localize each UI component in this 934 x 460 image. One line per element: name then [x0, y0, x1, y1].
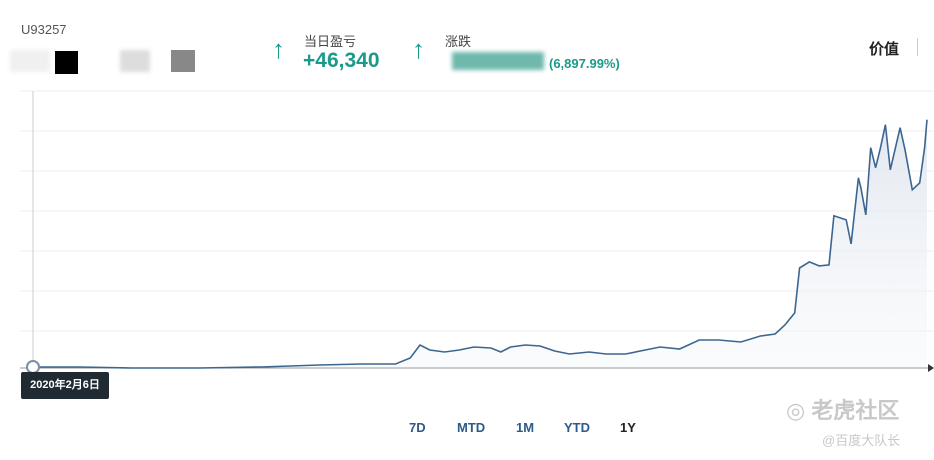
change-label: 涨跌 [445, 34, 472, 49]
watermark-text: 老虎社区 [811, 398, 900, 423]
pnl-value: +46,340 [303, 49, 380, 72]
up-arrow: ↑ [272, 34, 285, 64]
range-button[interactable]: 1M [516, 420, 535, 435]
watermark-brand: ◎ 老虎社区 [786, 398, 900, 423]
range-button[interactable]: 7D [409, 420, 426, 435]
pnl-label: 当日盈亏 [304, 34, 357, 49]
change-pct: (6,897.99%) [549, 56, 620, 71]
baseline-arrow [928, 364, 934, 372]
redacted [10, 50, 50, 72]
range-button[interactable]: YTD [564, 420, 590, 435]
value-tab[interactable]: 价值 [869, 41, 900, 58]
divider [917, 38, 918, 56]
account-id: U93257 [21, 22, 67, 37]
redacted [171, 50, 195, 72]
chart [20, 90, 934, 374]
up-arrow: ↑ [412, 34, 425, 64]
watermark-author: @百度大队长 [822, 433, 901, 448]
redacted [55, 51, 78, 74]
redacted [120, 50, 150, 72]
range-button[interactable]: 1Y [620, 420, 636, 435]
redacted [452, 52, 544, 70]
date-tooltip: 2020年2月6日 [21, 372, 109, 399]
range-button[interactable]: MTD [457, 420, 486, 435]
line [33, 119, 928, 369]
area-fill [33, 119, 927, 368]
